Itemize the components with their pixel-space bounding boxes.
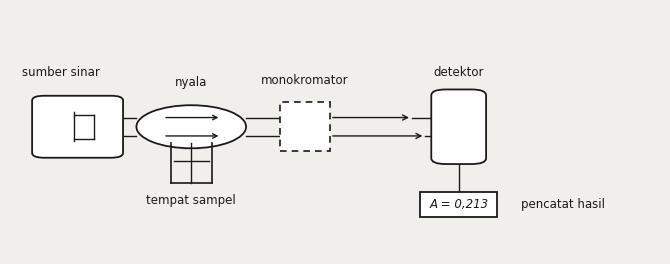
- Text: tempat sampel: tempat sampel: [146, 194, 236, 207]
- Text: nyala: nyala: [175, 77, 208, 89]
- Bar: [420, 192, 497, 217]
- FancyBboxPatch shape: [32, 96, 123, 158]
- Text: sumber sinar: sumber sinar: [22, 67, 100, 79]
- Text: A = 0,213: A = 0,213: [429, 198, 488, 211]
- Bar: [280, 102, 330, 151]
- Text: detektor: detektor: [433, 67, 484, 79]
- Text: pencatat hasil: pencatat hasil: [521, 198, 604, 211]
- Text: monokromator: monokromator: [261, 74, 348, 87]
- FancyBboxPatch shape: [431, 89, 486, 164]
- Circle shape: [137, 105, 246, 148]
